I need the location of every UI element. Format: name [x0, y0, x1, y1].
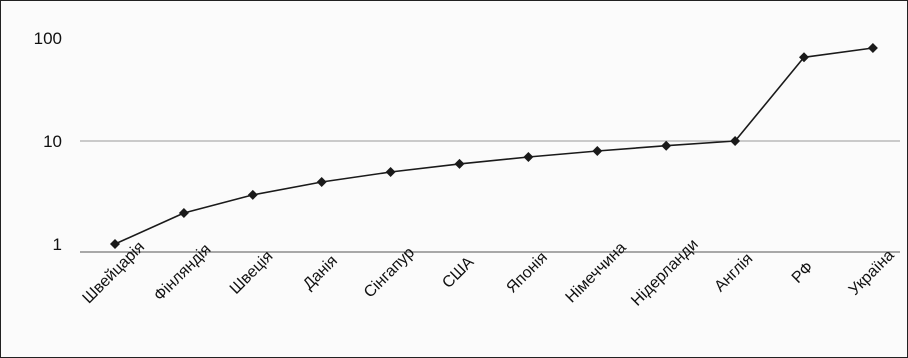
marker-layer — [110, 42, 878, 249]
data-point-11 — [799, 52, 809, 63]
x-tick-label-7: Японія — [503, 249, 550, 296]
data-point-4 — [316, 176, 327, 187]
data-point-2 — [178, 207, 189, 218]
data-point-9 — [661, 140, 672, 151]
x-tick-label-9: Нідерланди — [628, 236, 702, 310]
data-point-12 — [867, 42, 878, 53]
y-tick-labels: 1 10 100 — [34, 29, 62, 254]
x-tick-label-6: США — [439, 254, 477, 292]
y-tick-label-10: 10 — [43, 132, 62, 151]
x-tick-label-4: Данія — [300, 252, 341, 293]
x-tick-label-2: Фінляндія — [151, 241, 215, 305]
data-point-5 — [385, 167, 396, 178]
x-tick-label-10: Англія — [711, 250, 756, 295]
series-line — [114, 47, 874, 245]
data-point-8 — [592, 145, 603, 156]
y-tick-label-1: 1 — [53, 235, 62, 254]
data-point-1 — [110, 239, 120, 249]
series-layer — [114, 47, 874, 245]
x-tick-labels: Швейцарія Фінляндія Швеція Данія Сінгапур США… — [80, 236, 898, 310]
x-tick-label-11: РФ — [789, 259, 817, 287]
x-tick-label-5: Сінгапур — [361, 244, 418, 301]
data-point-7 — [523, 151, 534, 162]
data-point-3 — [247, 189, 258, 200]
y-tick-label-100: 100 — [34, 29, 62, 48]
x-tick-label-8: Німеччина — [563, 239, 630, 306]
x-tick-label-3: Швеція — [227, 248, 277, 298]
data-point-10 — [730, 136, 741, 146]
data-point-6 — [454, 158, 465, 169]
x-tick-label-12: Україна — [846, 247, 898, 299]
x-tick-label-1: Швейцарія — [80, 239, 149, 308]
